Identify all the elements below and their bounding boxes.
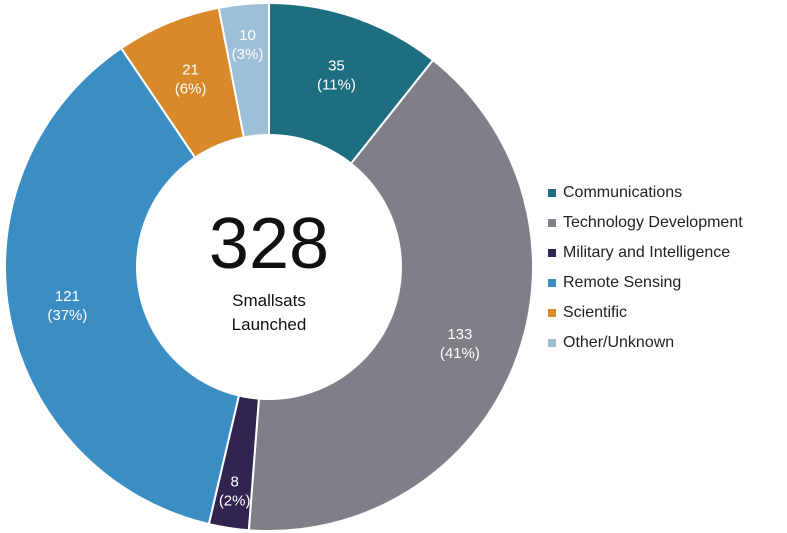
legend-swatch bbox=[548, 279, 556, 287]
legend-label: Scientific bbox=[563, 304, 628, 321]
legend-label: Communications bbox=[563, 184, 683, 201]
slice-value-military-and-intelligence: 8 bbox=[230, 473, 238, 490]
slice-pct-military-and-intelligence: (2%) bbox=[219, 492, 251, 509]
legend-label: Technology Development bbox=[563, 214, 743, 231]
legend-swatch bbox=[548, 249, 556, 257]
legend-item-remote-sensing: Remote Sensing bbox=[548, 268, 743, 298]
legend-item-scientific: Scientific bbox=[548, 298, 743, 328]
donut-chart: 35 (11%) 133 (41%) 8 (2%) 121 (37%) 21 (6%) 10 (3%)… bbox=[4, 1, 534, 532]
center-total: 328 bbox=[209, 204, 329, 284]
slice-value-scientific: 21 bbox=[182, 62, 199, 79]
slice-pct-remote-sensing: (37%) bbox=[47, 307, 87, 324]
legend-item-military-and-intelligence: Military and Intelligence bbox=[548, 238, 743, 268]
legend-label: Remote Sensing bbox=[563, 274, 682, 291]
slice-value-other-unknown: 10 bbox=[239, 27, 256, 44]
legend: Communications Technology Development Mili… bbox=[548, 178, 743, 358]
legend-swatch bbox=[548, 309, 556, 317]
slice-pct-communications: (11%) bbox=[317, 76, 356, 93]
slice-pct-technology-development: (41%) bbox=[440, 345, 480, 362]
slice-labels: 35 (11%) 133 (41%) 8 (2%) 121 (37%) 21 (6%) 10 (3%) bbox=[47, 27, 479, 509]
legend-swatch bbox=[548, 339, 556, 347]
center-line-2: Launched bbox=[232, 315, 307, 334]
slice-remote-sensing bbox=[4, 46, 271, 526]
legend-swatch bbox=[548, 219, 556, 227]
donut-hole bbox=[136, 134, 402, 400]
slice-pct-other-unknown: (3%) bbox=[232, 46, 264, 63]
legend-label: Other/Unknown bbox=[563, 334, 675, 351]
slice-pct-scientific: (6%) bbox=[175, 81, 207, 98]
legend-item-technology-development: Technology Development bbox=[548, 208, 743, 238]
slice-value-technology-development: 133 bbox=[447, 326, 472, 343]
legend-swatch bbox=[548, 189, 556, 197]
legend-item-other-unknown: Other/Unknown bbox=[548, 328, 743, 358]
slice-value-remote-sensing: 121 bbox=[55, 288, 80, 305]
legend-item-communications: Communications bbox=[548, 178, 743, 208]
center-line-1: Smallsats bbox=[232, 291, 306, 310]
legend-label: Military and Intelligence bbox=[563, 244, 731, 261]
slice-value-communications: 35 bbox=[328, 57, 345, 74]
